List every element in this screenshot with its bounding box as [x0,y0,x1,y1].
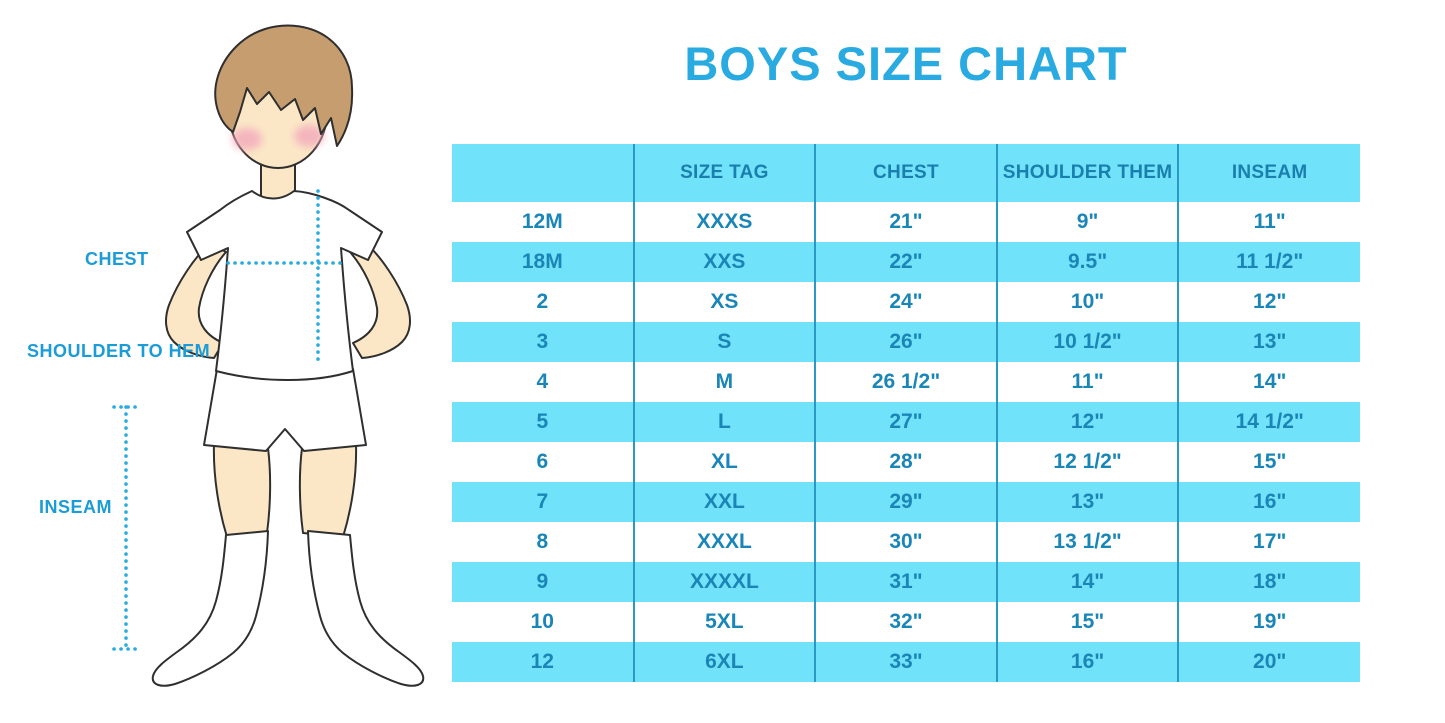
cell-size: 8 [536,530,549,553]
cell-size: 12 [452,642,634,682]
table-row: 3 S 26" 10 1/2" 13" [452,322,1360,362]
cell-inseam: 13" [1177,322,1360,362]
chest-label: CHEST [85,249,149,269]
column-header-inseam: INSEAM [1177,144,1360,202]
shoulder-to-hem-label: SHOULDER TO HEM [27,341,211,361]
cell-chest: 31" [814,562,997,602]
inseam-label: INSEAM [39,497,113,517]
cell-shoulder: 16" [995,642,1179,682]
boy-left-leg [212,443,272,538]
cell-chest: 24" [814,282,997,322]
table-row: 4 M 26 1/2" 11" 14" [452,362,1360,402]
cell-shoulder: 13" [995,482,1179,522]
cell-shoulder: 11" [995,362,1179,402]
cell-size-tag: XXXS [632,202,816,242]
cell-size-tag: XXL [632,482,816,522]
cell-size-tag: XL [632,442,816,482]
boy-left-arm [165,242,227,359]
cell-shoulder: 9" [995,202,1179,242]
cell-size: 5 [452,402,634,442]
cell-inseam: 14" [1177,362,1360,402]
boy-shorts [203,368,367,452]
column-header-shoulder: SHOULDER THEM [995,144,1179,202]
table-row: 8 XXXL 30" 13 1/2" 17" [452,522,1360,562]
table-row: 7 XXL 29" 13" 16" [452,482,1360,522]
boy-cheek-left [232,128,262,150]
cell-size-tag: XS [632,282,816,322]
cell-inseam: 19" [1177,602,1360,642]
column-header-size [452,144,634,202]
cell-inseam: 17" [1177,522,1360,562]
table-row: 5 L 27" 12" 14 1/2" [452,402,1360,442]
cell-chest: 33" [814,642,997,682]
cell-size: 3 [452,322,634,362]
boy-right-arm [349,242,411,359]
cell-inseam: 14 1/2" [1177,402,1360,442]
cell-chest: 26 1/2" [814,362,997,402]
cell-inseam: 12" [1177,282,1360,322]
cell-size: 18M [452,242,634,282]
cell-size: 7 [452,482,634,522]
cell-shoulder: 10" [995,282,1179,322]
table-row: 10 5XL 32" 15" 19" [452,602,1360,642]
cell-chest: 27" [814,402,997,442]
column-header-size-tag: SIZE TAG [632,144,816,202]
cell-inseam: 20" [1177,642,1360,682]
cell-inseam: 11 1/2" [1177,242,1360,282]
boy-left-sock [151,530,269,687]
cell-chest: 32" [814,602,997,642]
cell-chest: 29" [814,482,997,522]
cell-inseam: 18" [1177,562,1360,602]
boy-illustration [112,24,425,687]
table-body: 12M XXXS 21" 9" 11" 18M XXS 22" 9.5" 11 … [452,202,1360,682]
table-header: SIZE TAG CHEST SHOULDER THEM INSEAM [452,144,1360,202]
table-row: 12 6XL 33" 16" 20" [452,642,1360,682]
cell-chest: 21" [814,202,997,242]
cell-shoulder: 13 1/2" [995,522,1179,562]
cell-shoulder: 12 1/2" [995,442,1179,482]
boy-tshirt [186,190,383,381]
cell-size: 10 [530,610,554,633]
cell-size-tag: XXS [632,242,816,282]
cell-shoulder: 9.5" [995,242,1179,282]
cell-size-tag: L [632,402,816,442]
column-header-chest: CHEST [814,144,997,202]
cell-chest: 30" [814,522,997,562]
boy-right-leg [298,443,358,538]
cell-size: 12M [521,210,563,233]
boy-measurement-figure: CHEST SHOULDER TO HEM INSEAM [0,0,450,723]
cell-chest: 28" [814,442,997,482]
cell-size: 4 [536,370,549,393]
cell-chest: 22" [814,242,997,282]
cell-inseam: 11" [1177,202,1360,242]
boy-right-sock [307,530,425,687]
table-row: 9 XXXXL 31" 14" 18" [452,562,1360,602]
table-row: 2 XS 24" 10" 12" [452,282,1360,322]
table-row: 6 XL 28" 12 1/2" 15" [452,442,1360,482]
cell-chest: 26" [814,322,997,362]
cell-size-tag: S [632,322,816,362]
boy-cheek-right [294,125,324,147]
table-row: 18M XXS 22" 9.5" 11 1/2" [452,242,1360,282]
cell-shoulder: 15" [995,602,1179,642]
cell-size: 9 [452,562,634,602]
cell-size: 6 [536,450,549,473]
cell-size-tag: 5XL [632,602,816,642]
cell-shoulder: 14" [995,562,1179,602]
cell-inseam: 16" [1177,482,1360,522]
cell-size-tag: M [632,362,816,402]
cell-size-tag: XXXL [632,522,816,562]
cell-shoulder: 12" [995,402,1179,442]
boy-hair [214,24,354,147]
page-title: BOYS SIZE CHART [684,37,1128,90]
table-row: 12M XXXS 21" 9" 11" [452,202,1360,242]
cell-size: 2 [536,290,549,313]
size-chart-table: SIZE TAG CHEST SHOULDER THEM INSEAM 12M … [452,144,1360,682]
cell-size-tag: XXXXL [632,562,816,602]
cell-shoulder: 10 1/2" [995,322,1179,362]
cell-size-tag: 6XL [632,642,816,682]
cell-inseam: 15" [1177,442,1360,482]
header-row: SIZE TAG CHEST SHOULDER THEM INSEAM [452,144,1360,202]
